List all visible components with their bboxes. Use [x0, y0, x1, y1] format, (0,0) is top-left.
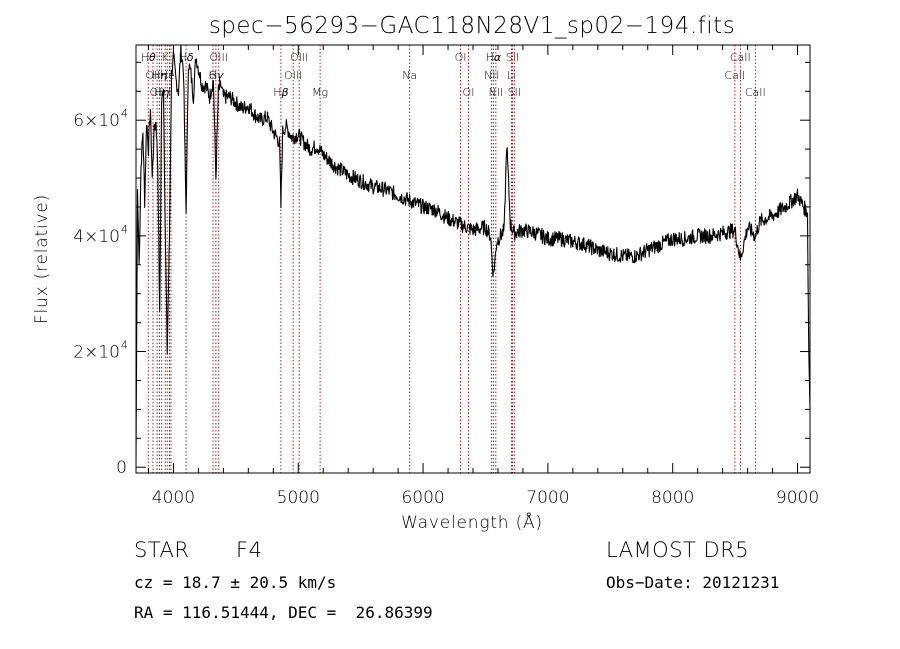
line-marker-label: OIII	[284, 69, 302, 82]
line-marker-label: NII	[484, 69, 499, 82]
y-tick-label: 2×10	[73, 343, 120, 363]
object-subclass: F4	[236, 538, 263, 562]
sky-coordinates: RA = 116.51444, DEC = 26.86399	[134, 603, 433, 622]
line-marker-greek: η	[162, 86, 169, 99]
line-marker-label: NII	[488, 86, 503, 99]
line-marker-label: I	[168, 86, 171, 99]
x-tick-label: 6000	[401, 488, 444, 508]
line-marker-label: Hθ	[141, 51, 156, 64]
line-marker-label: K	[162, 51, 170, 64]
redshift-velocity: cz = 18.7 ± 20.5 km/s	[134, 573, 337, 592]
observation-date: Obs−Date: 20121231	[606, 573, 780, 592]
line-marker-label: I	[169, 69, 172, 82]
y-tick-exponent: 4	[121, 223, 128, 236]
line-marker-greek: δ	[187, 51, 194, 64]
line-marker-label: OI	[463, 86, 475, 99]
line-marker-label: Hβ	[273, 86, 288, 99]
y-tick-exponent: 4	[121, 107, 128, 120]
x-axis: 4000 5000 6000 7000 8000 9000	[147, 45, 819, 508]
line-marker-label: Hγ	[208, 69, 223, 82]
line-marker-label: OI	[455, 51, 467, 64]
object-class: STAR	[134, 538, 190, 562]
line-marker-greek: α	[494, 51, 502, 64]
line-marker-label: SII	[506, 51, 519, 64]
x-tick-label: 9000	[776, 488, 819, 508]
line-marker-greek: η	[160, 69, 167, 82]
x-tick-label: 4000	[152, 488, 195, 508]
line-marker-label: Hη	[152, 69, 167, 82]
line-marker-label: OII	[150, 86, 165, 99]
y-tick-label: 0	[116, 458, 127, 478]
line-marker-greek: θ	[149, 51, 156, 64]
emission-line-markers: HθOIIOIIHηHηKHeIIHδGHγOIIIHβOIIIOIIIMgNa…	[141, 45, 766, 473]
x-axis-label: Wavelength (Å)	[401, 511, 543, 533]
line-marker-label: CaII	[730, 51, 751, 64]
line-marker-label: Li	[507, 69, 516, 82]
line-marker-greek: γ	[217, 69, 224, 82]
x-tick-label: 8000	[651, 488, 694, 508]
y-axis: 02×10 44×10 46×10 4	[73, 61, 810, 478]
line-marker-greek: β	[281, 86, 289, 99]
line-marker-label: Hη	[154, 86, 169, 99]
y-tick-label: 4×10	[73, 227, 120, 247]
spectrum-series	[136, 45, 810, 462]
line-marker-label: OII	[145, 69, 160, 82]
line-marker-label: G	[209, 69, 218, 82]
line-marker-label: OIII	[290, 51, 308, 64]
line-marker-label: CaII	[745, 86, 766, 99]
line-marker-label: Mg	[312, 86, 328, 99]
y-tick-exponent: 4	[121, 339, 128, 352]
x-tick-label: 7000	[526, 488, 569, 508]
line-marker-label: CaII	[724, 69, 745, 82]
y-tick-label: 6×10	[73, 111, 120, 131]
survey-release: LAMOST DR5	[606, 538, 750, 562]
y-axis-label: Flux (relative)	[32, 194, 52, 324]
x-tick-label: 5000	[277, 488, 320, 508]
line-marker-label: Na	[402, 69, 417, 82]
line-marker-label: OIII	[210, 51, 228, 64]
chart-title: spec−56293−GAC118N28V1_sp02−194.fits	[209, 13, 735, 39]
line-marker-label: SII	[508, 86, 521, 99]
line-marker-label: Hα	[486, 51, 502, 64]
spectrum-line	[136, 45, 810, 462]
